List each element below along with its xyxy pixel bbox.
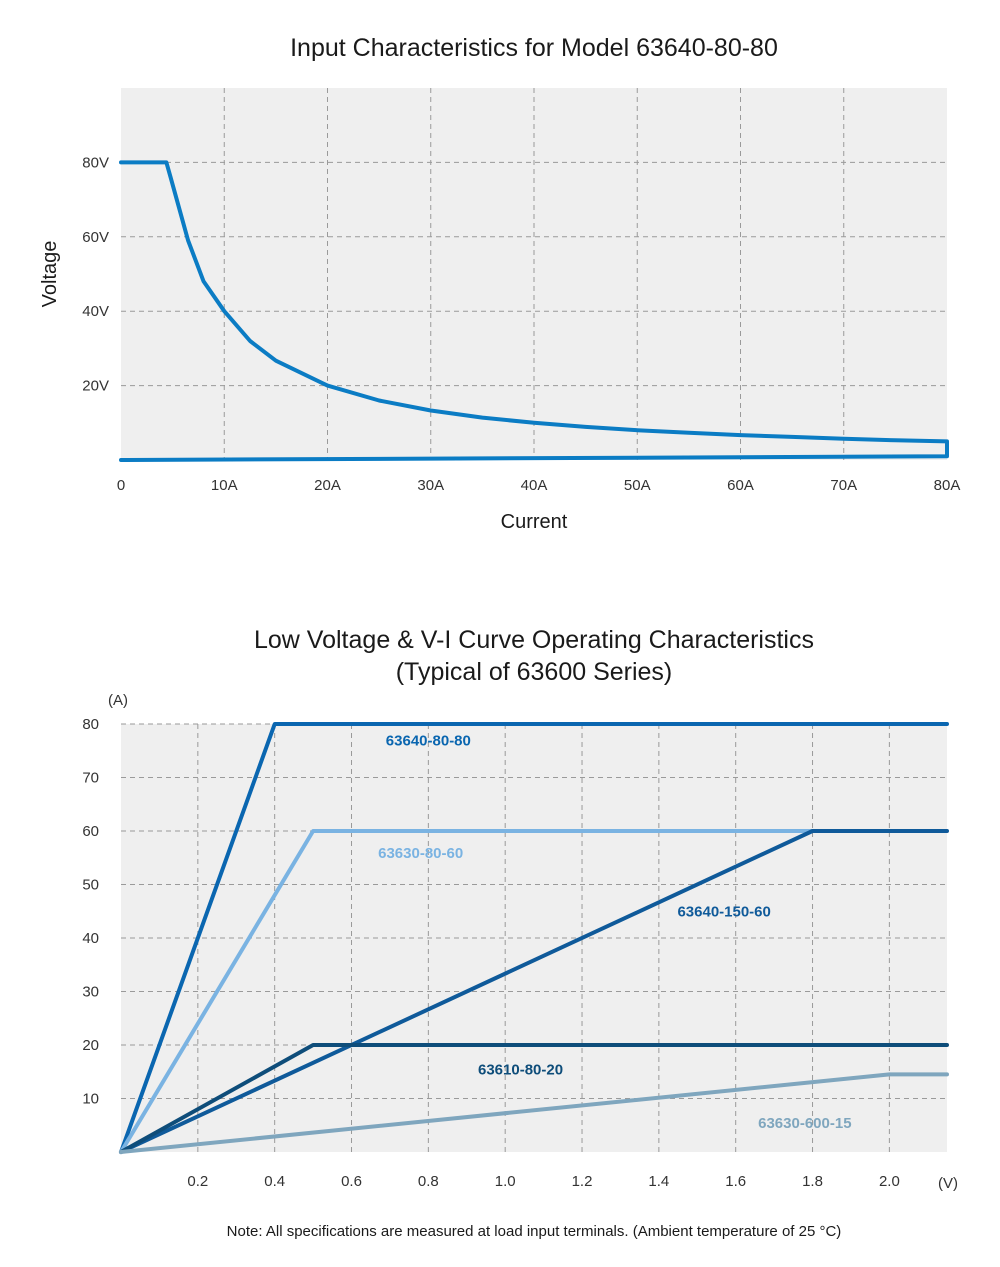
chart2-x-tick-label: 1.2: [572, 1173, 593, 1190]
chart2-series-line: [119, 722, 949, 1154]
chart1-grid: [121, 88, 947, 460]
chart2-title: Low Voltage & V-I Curve Operating Charac…: [254, 626, 814, 654]
chart2-series-line: [119, 829, 815, 1154]
chart2-y-tick-label: 60: [82, 823, 99, 840]
chart1-x-tick-label: 70A: [830, 477, 857, 494]
chart1-x-ticks: 0 10A 20A 30A 40A 50A 60A 70A 80A: [117, 477, 961, 494]
chart1-title: Input Characteristics for Model 63640-80…: [290, 34, 778, 62]
chart2-series-labels: 63640-80-80 63630-80-60 63640-150-60 63610-…: [378, 732, 851, 1132]
chart2-x-ticks: 0.2 0.4 0.6 0.8 1.0 1.2 1.4 1.6 1.8 2.0: [187, 1173, 899, 1190]
footnote: Note: All specifications are measured at…: [227, 1223, 842, 1240]
chart2-y-tick-label: 70: [82, 770, 99, 787]
chart1-x-tick-label: 10A: [211, 477, 238, 494]
chart1-x-tick-label: 30A: [417, 477, 444, 494]
chart2-y-axis-unit: (A): [108, 692, 128, 709]
chart2-x-tick-label: 2.0: [879, 1173, 900, 1190]
chart1-y-tick-label: 40V: [82, 303, 109, 320]
chart2-series-label: 63640-150-60: [677, 904, 770, 921]
chart1-y-tick-label: 60V: [82, 229, 109, 246]
input-characteristics-chart: Input Characteristics for Model 63640-80…: [39, 34, 961, 533]
chart2-y-tick-label: 40: [82, 930, 99, 947]
chart2-y-tick-label: 80: [82, 716, 99, 733]
chart2-series: [119, 722, 949, 1154]
low-voltage-vi-chart: Low Voltage & V-I Curve Operating Charac…: [82, 626, 958, 1240]
chart1-x-tick-label: 40A: [521, 477, 548, 494]
chart1-x-tick-label: 80A: [934, 477, 961, 494]
chart2-x-tick-label: 0.4: [264, 1173, 285, 1190]
chart1-x-tick-label: 0: [117, 477, 125, 494]
chart1-y-axis-label: Voltage: [39, 241, 61, 308]
chart2-subtitle: (Typical of 63600 Series): [396, 658, 673, 686]
chart2-x-tick-label: 0.8: [418, 1173, 439, 1190]
chart1-y-tick-label: 20V: [82, 378, 109, 395]
chart2-series-line: [119, 1072, 949, 1154]
chart1-series-line: [119, 160, 949, 462]
chart1-x-tick-label: 50A: [624, 477, 651, 494]
chart2-x-axis-unit: (V): [938, 1175, 958, 1192]
chart2-series-label: 63640-80-80: [386, 732, 471, 749]
chart2-y-tick-label: 50: [82, 877, 99, 894]
chart1-y-ticks: 20V 40V 60V 80V: [82, 154, 109, 394]
chart2-series-line: [119, 1043, 949, 1154]
chart1-series: [119, 160, 949, 462]
chart2-series-label: 63630-80-60: [378, 845, 463, 862]
chart1-x-tick-label: 60A: [727, 477, 754, 494]
chart1-x-tick-label: 20A: [314, 477, 341, 494]
chart2-x-tick-label: 1.8: [802, 1173, 823, 1190]
chart1-x-axis-label: Current: [501, 511, 568, 533]
chart1-y-tick-label: 80V: [82, 154, 109, 171]
chart2-x-tick-label: 0.2: [187, 1173, 208, 1190]
chart2-x-tick-label: 0.6: [341, 1173, 362, 1190]
chart2-x-tick-label: 1.6: [725, 1173, 746, 1190]
chart2-series-label: 63630-600-15: [758, 1115, 851, 1132]
chart2-series-label: 63610-80-20: [478, 1061, 563, 1078]
chart2-y-tick-label: 30: [82, 984, 99, 1001]
chart2-x-tick-label: 1.0: [495, 1173, 516, 1190]
chart2-y-tick-label: 20: [82, 1037, 99, 1054]
chart2-y-ticks: 10 20 30 40 50 60 70 80: [82, 716, 99, 1108]
chart2-y-tick-label: 10: [82, 1091, 99, 1108]
chart2-x-tick-label: 1.4: [648, 1173, 669, 1190]
